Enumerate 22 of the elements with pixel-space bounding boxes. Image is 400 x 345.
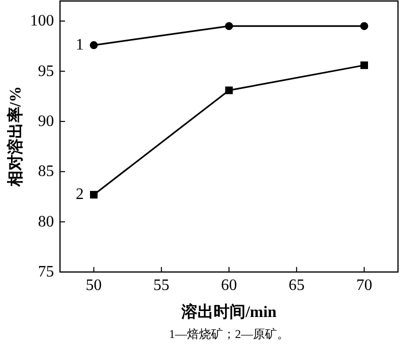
- y-tick-label: 90: [38, 112, 54, 130]
- point: [90, 190, 98, 199]
- x-tick-label: 55: [153, 277, 170, 294]
- point: [225, 22, 233, 30]
- x-tick-label: 65: [288, 277, 305, 294]
- x-tick-label: 60: [221, 277, 237, 294]
- point: [90, 41, 98, 50]
- x-tick-label: 50: [86, 277, 102, 294]
- y-tick-label: 100: [30, 12, 54, 30]
- x-axis-title: 溶出时间/min: [180, 302, 277, 321]
- series-label: 1: [76, 36, 84, 54]
- x-tick-label: 70: [356, 277, 372, 294]
- point: [360, 22, 368, 30]
- y-tick-label: 75: [38, 264, 54, 280]
- point: [360, 61, 368, 70]
- text: 1—焙烧矿；2—原矿。: [169, 327, 289, 341]
- y-tick-label: 95: [38, 62, 54, 80]
- y-tick-label: 85: [38, 163, 54, 180]
- series-label: 2: [76, 186, 84, 204]
- point: [225, 86, 233, 94]
- y-axis-title: 相对溶出率/%: [6, 86, 24, 188]
- y-tick-label: 80: [38, 213, 54, 230]
